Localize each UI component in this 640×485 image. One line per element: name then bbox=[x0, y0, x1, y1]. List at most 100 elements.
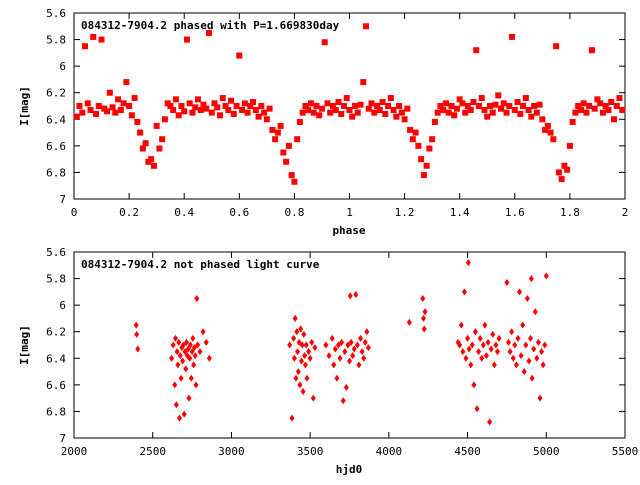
unphased-data-point bbox=[458, 321, 464, 329]
phased-data-point bbox=[203, 105, 210, 112]
phased-data-point bbox=[239, 106, 246, 113]
unphased-data-point bbox=[194, 295, 200, 302]
phased-data-point bbox=[280, 149, 287, 156]
unphased-data-point bbox=[483, 352, 489, 360]
unphased-data-point bbox=[465, 334, 471, 342]
unphased-xtick-label: 5000 bbox=[533, 445, 560, 458]
phased-chart-points bbox=[73, 23, 626, 185]
unphased-data-point bbox=[176, 338, 182, 346]
unphased-data-point bbox=[420, 295, 426, 302]
phased-data-point bbox=[597, 100, 604, 107]
phased-data-point bbox=[90, 33, 97, 40]
phased-data-point bbox=[423, 162, 430, 169]
unphased-data-point bbox=[517, 288, 523, 296]
phased-data-point bbox=[247, 103, 254, 109]
phased-data-point bbox=[211, 100, 218, 107]
phased-chart-xlabel: phase bbox=[332, 224, 365, 237]
phased-data-point bbox=[575, 103, 582, 109]
unphased-data-point bbox=[513, 361, 519, 369]
phased-data-point bbox=[150, 162, 157, 169]
unphased-data-point bbox=[526, 357, 532, 365]
unphased-data-point bbox=[460, 348, 466, 356]
phased-data-point bbox=[514, 99, 521, 106]
phased-data-point bbox=[453, 105, 460, 112]
unphased-chart-frame bbox=[73, 251, 626, 439]
phased-data-point bbox=[161, 116, 168, 123]
phased-data-point bbox=[214, 104, 221, 111]
unphased-data-point bbox=[189, 348, 195, 356]
phased-data-point bbox=[572, 109, 579, 116]
phased-data-point bbox=[79, 109, 86, 116]
unphased-data-point bbox=[476, 348, 482, 356]
phased-data-point bbox=[357, 101, 364, 108]
unphased-data-point bbox=[329, 334, 335, 342]
phased-data-point bbox=[258, 103, 265, 109]
phased-data-point bbox=[352, 103, 359, 109]
unphased-data-point bbox=[461, 288, 467, 296]
phased-data-point bbox=[170, 106, 177, 113]
unphased-data-point bbox=[169, 354, 175, 362]
unphased-data-point bbox=[342, 348, 348, 356]
unphased-data-point bbox=[359, 348, 365, 356]
unphased-data-point bbox=[457, 341, 463, 349]
phased-data-point bbox=[610, 116, 617, 123]
unphased-data-point bbox=[174, 348, 180, 356]
unphased-data-point bbox=[133, 321, 139, 329]
phased-data-point bbox=[318, 105, 325, 112]
phased-data-point bbox=[426, 145, 433, 152]
unphased-data-point bbox=[532, 308, 538, 316]
phased-data-point bbox=[561, 162, 568, 169]
phased-data-point bbox=[484, 113, 491, 120]
unphased-data-point bbox=[529, 374, 535, 382]
phased-data-point bbox=[509, 33, 516, 40]
phased-data-point bbox=[478, 95, 485, 102]
unphased-data-point bbox=[293, 374, 299, 382]
unphased-data-point bbox=[302, 361, 308, 369]
unphased-data-point bbox=[187, 354, 193, 362]
unphased-data-point bbox=[347, 357, 352, 365]
unphased-data-point bbox=[469, 341, 475, 349]
unphased-data-point bbox=[362, 338, 368, 346]
phased-data-point bbox=[608, 99, 615, 106]
phased-data-point bbox=[156, 145, 163, 152]
unphased-data-point bbox=[312, 344, 318, 352]
phased-data-point bbox=[616, 95, 623, 102]
unphased-chart: 2000 2500 3000 3500 4000 4500 5000 5500 5.6 5.8 6 6… bbox=[18, 246, 638, 476]
unphased-chart-ticks: 2000 2500 3000 3500 4000 4500 5000 5500 5.6 5.8 6 6… bbox=[46, 246, 638, 458]
unphased-data-point bbox=[191, 344, 197, 352]
phased-data-point bbox=[459, 100, 466, 107]
phased-data-point bbox=[250, 99, 257, 106]
unphased-data-point bbox=[537, 394, 543, 402]
unphased-data-point bbox=[364, 328, 370, 336]
phased-data-point bbox=[605, 106, 612, 113]
phased-data-point bbox=[346, 106, 353, 113]
phased-data-point bbox=[429, 136, 436, 143]
phased-data-point bbox=[542, 126, 549, 133]
phased-data-point bbox=[528, 113, 535, 120]
phased-data-point bbox=[128, 112, 135, 119]
unphased-data-point bbox=[188, 374, 194, 382]
phased-data-point bbox=[299, 109, 306, 116]
unphased-data-point bbox=[351, 345, 357, 353]
phased-data-point bbox=[448, 103, 455, 109]
phased-data-point bbox=[296, 118, 303, 125]
phased-data-point bbox=[104, 108, 111, 115]
unphased-data-point bbox=[291, 354, 297, 362]
phased-data-point bbox=[76, 103, 83, 109]
unphased-data-point bbox=[298, 357, 304, 365]
phased-data-point bbox=[200, 101, 207, 108]
unphased-data-point bbox=[463, 354, 469, 362]
unphased-data-point bbox=[534, 354, 540, 362]
unphased-data-point bbox=[465, 259, 471, 267]
unphased-data-point bbox=[507, 348, 513, 356]
unphased-data-point bbox=[496, 334, 502, 342]
unphased-data-point bbox=[300, 388, 306, 395]
phased-data-point bbox=[500, 100, 507, 107]
unphased-data-point bbox=[421, 325, 427, 333]
phased-data-point bbox=[208, 109, 215, 116]
phased-data-point bbox=[418, 156, 425, 163]
phased-data-point bbox=[390, 106, 397, 113]
phased-ytick-label: 5.6 bbox=[46, 7, 66, 20]
phased-data-point bbox=[349, 113, 356, 120]
phased-data-point bbox=[302, 103, 309, 109]
